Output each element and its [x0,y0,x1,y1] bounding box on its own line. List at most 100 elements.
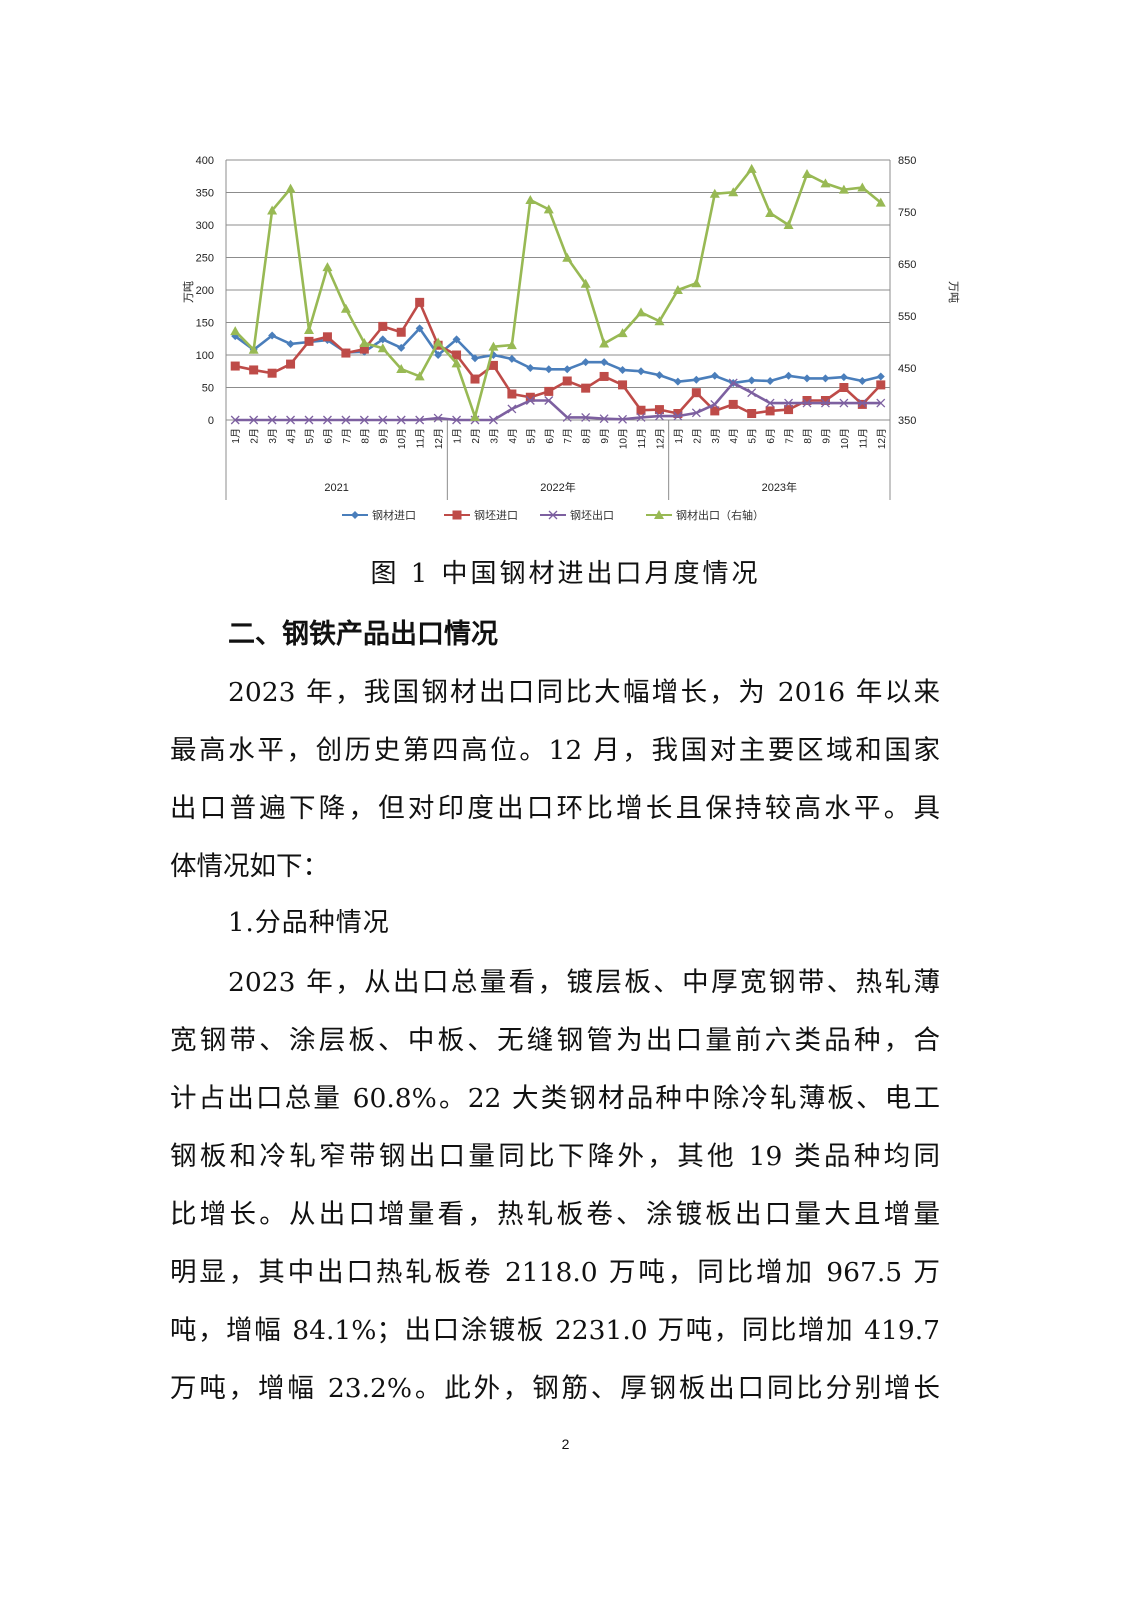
legend-marker [548,510,558,520]
data-point [452,350,462,360]
data-point [599,414,609,424]
data-point [581,358,590,367]
legend-label: 钢坯进口 [474,509,518,522]
data-point [507,389,517,399]
x-tick-label: 5月 [304,428,316,444]
y2-axis-title: 万吨 [947,281,960,303]
data-point [304,415,314,425]
data-point [618,365,627,374]
x-tick-label: 1月 [230,428,242,444]
data-point [766,377,775,385]
data-point [397,343,406,352]
data-point [562,412,572,422]
x-tick-label: 11月 [857,428,869,448]
data-point [876,372,885,381]
data-point [249,415,259,425]
data-point [820,178,831,188]
data-point [286,359,296,369]
data-point [691,408,701,418]
data-point [728,378,738,388]
data-point [544,365,553,374]
data-point [673,411,683,421]
data-point [359,338,370,348]
data-point [396,415,406,425]
data-point [304,325,314,335]
data-point [765,208,776,218]
data-point [563,365,572,374]
data-point [838,184,849,194]
y2-tick-label: 350 [898,415,916,427]
x-tick-label: 9月 [820,428,832,444]
y2-tick-label: 750 [898,207,916,219]
data-point [728,399,738,409]
data-point [507,354,516,363]
y-tick-label: 150 [196,318,214,330]
data-point [396,364,407,374]
data-point [434,351,443,359]
data-point [359,415,369,425]
data-point [672,285,683,294]
data-point [452,415,462,425]
data-point [617,328,628,338]
data-point [692,375,701,384]
page-number: 2 [561,1436,570,1452]
data-point [820,398,830,408]
data-point [433,413,443,423]
data-point [858,377,867,385]
data-point [230,415,240,425]
data-point [488,341,499,351]
y2-tick-label: 850 [898,155,916,167]
x-tick-label: 3月 [267,428,279,444]
data-point [784,405,794,415]
data-point [857,398,867,408]
para2-line: 明显，其中出口热轧板卷 2118.0 万吨，同比增加 967.5 万 [170,1257,940,1288]
para2-line: 钢板和冷轧窄带钢出口量同比下降外，其他 19 类品种均同 [170,1141,940,1172]
data-point [285,183,296,193]
para2-line: 比增长。从出口增量看，热轧板卷、涂镀板出口量大且增量 [170,1199,940,1230]
data-point [525,195,536,205]
data-point [783,220,794,229]
data-point [471,354,479,363]
data-point [341,415,351,425]
data-point [821,374,830,383]
legend-label: 钢材进口 [372,508,416,522]
x-tick-label: 9月 [378,428,390,444]
data-point [876,398,886,408]
data-point [747,409,757,418]
x-tick-label: 4月 [286,428,298,444]
data-point [581,412,591,422]
x-tick-label: 8月 [359,428,371,444]
data-point [544,386,554,396]
series-line-3 [235,381,881,422]
y-tick-label: 200 [196,285,214,297]
data-point [746,163,757,173]
legend-label: 钢材出口（右轴） [676,508,764,522]
data-point [543,204,554,214]
data-point [599,371,609,381]
x-tick-label: 12月 [433,428,445,449]
para2-line: 万吨，增幅 23.2%。此外，钢筋、厚钢板出口同比分别增长 [170,1373,940,1404]
x-tick-label: 10月 [396,428,408,449]
data-point [802,396,812,405]
data-point [544,396,554,405]
data-point [710,371,719,380]
x-tick-label: 5月 [525,428,537,444]
data-point [839,398,849,408]
data-point [562,376,572,386]
y-tick-label: 100 [196,350,214,362]
data-point [414,371,425,381]
data-point [267,415,277,425]
data-point [248,344,259,354]
series-line-1 [234,327,882,385]
x-tick-label: 7月 [341,428,353,444]
data-point [340,303,351,313]
data-point [709,188,720,198]
x-tick-label: 3月 [710,428,722,444]
x-tick-label: 8月 [581,428,593,444]
y-tick-label: 0 [208,415,214,427]
para2-line: 2023 年，从出口总量看，镀层板、中厚宽钢带、热轧薄 [228,967,940,998]
y-tick-label: 400 [196,155,214,167]
data-point [525,396,535,405]
data-point [378,415,388,425]
data-point [637,367,645,376]
